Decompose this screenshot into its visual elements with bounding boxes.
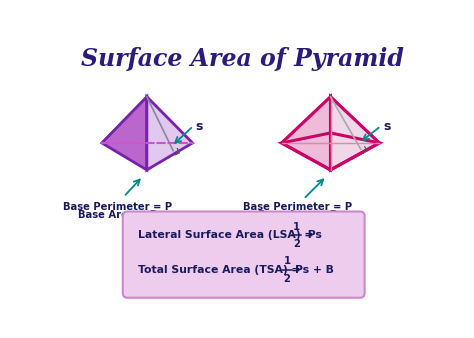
Polygon shape <box>147 97 192 170</box>
Text: s: s <box>196 120 203 132</box>
Polygon shape <box>282 97 330 143</box>
Text: Ps: Ps <box>304 231 322 240</box>
Text: Base Area = B: Base Area = B <box>258 210 337 220</box>
Text: Base Area = B: Base Area = B <box>78 210 157 220</box>
Text: Lateral Surface Area (LSA) =: Lateral Surface Area (LSA) = <box>138 231 318 240</box>
Text: 1: 1 <box>283 256 291 266</box>
Text: Surface Area of Pyramid: Surface Area of Pyramid <box>82 47 404 71</box>
Polygon shape <box>102 97 147 143</box>
Polygon shape <box>330 97 379 143</box>
Text: 2: 2 <box>283 274 291 284</box>
FancyBboxPatch shape <box>123 212 365 298</box>
Text: s: s <box>383 120 391 132</box>
Text: 2: 2 <box>293 239 300 249</box>
Text: 1: 1 <box>293 221 300 232</box>
Text: Base Perimeter = P: Base Perimeter = P <box>63 202 172 212</box>
Polygon shape <box>102 97 147 170</box>
Text: Base Perimeter = P: Base Perimeter = P <box>243 202 353 212</box>
Polygon shape <box>282 97 330 170</box>
Polygon shape <box>330 97 379 170</box>
Text: Total Surface Area (TSA) =: Total Surface Area (TSA) = <box>138 265 305 275</box>
Text: Ps + B: Ps + B <box>295 265 334 275</box>
Polygon shape <box>147 97 192 143</box>
